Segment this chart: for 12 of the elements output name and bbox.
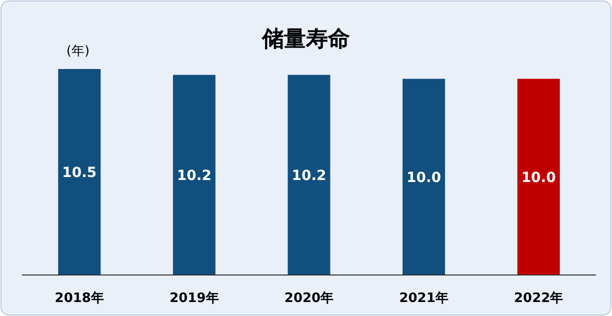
x-tick-label: 2019年 bbox=[170, 291, 219, 306]
x-tick-label: 2018年 bbox=[54, 291, 104, 306]
x-tick-label: 2022年 bbox=[514, 291, 564, 306]
y-axis-title: (年) bbox=[66, 44, 90, 59]
data-label: 10.0 bbox=[406, 170, 442, 186]
data-label: 10.2 bbox=[176, 168, 212, 184]
data-label: 10.5 bbox=[62, 165, 97, 181]
chart-title: 储量寿命 bbox=[261, 27, 350, 52]
data-label: 10.0 bbox=[521, 170, 556, 186]
x-tick-label: 2021年 bbox=[399, 291, 448, 306]
data-label: 10.2 bbox=[292, 168, 326, 184]
x-tick-label: 2020年 bbox=[284, 291, 334, 306]
